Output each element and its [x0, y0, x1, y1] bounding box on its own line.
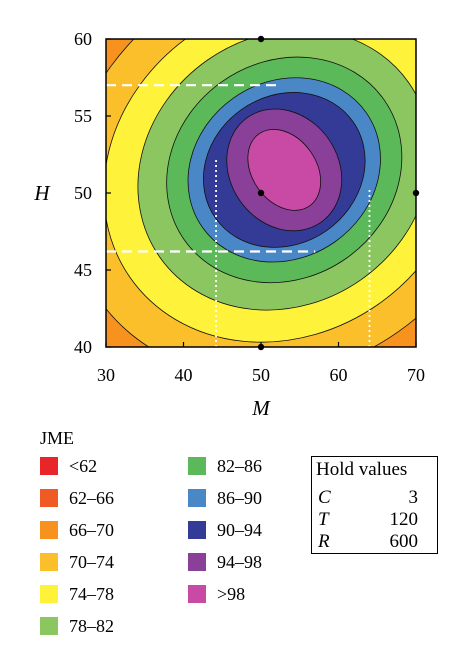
legend-item: 90–94: [188, 518, 262, 542]
legend-label: 74–78: [69, 583, 114, 604]
y-axis: 40 45 50 55 60: [74, 29, 111, 357]
hold-values-title: Hold values: [316, 459, 408, 480]
y-tick-label: 50: [74, 183, 92, 203]
hold-name: T: [318, 509, 329, 530]
x-tick-label: 40: [175, 365, 193, 385]
hold-values-box: Hold values C 3 T 120 R 600: [311, 456, 438, 554]
legend-item: 74–78: [40, 582, 114, 606]
legend-item: <62: [40, 454, 97, 478]
legend-label: <62: [69, 455, 98, 476]
legend-label: 78–82: [69, 615, 114, 636]
legend-swatch: [188, 457, 206, 475]
x-tick-label: 60: [330, 365, 348, 385]
y-tick-label: 45: [74, 260, 92, 280]
x-tick-label: 50: [252, 365, 270, 385]
hold-name: C: [318, 487, 331, 508]
x-tick-label: 30: [97, 365, 115, 385]
hold-row-t: T 120: [318, 509, 436, 531]
legend-label: 70–74: [69, 551, 114, 572]
hold-row-c: C 3: [318, 487, 436, 509]
legend-swatch: [40, 521, 58, 539]
y-tick-label: 60: [74, 29, 92, 49]
legend-swatch: [188, 489, 206, 507]
legend-label: 66–70: [69, 519, 114, 540]
legend-swatch: [188, 553, 206, 571]
hold-value: 120: [389, 509, 419, 530]
y-tick-label: 55: [74, 106, 92, 126]
legend-item: >98: [188, 582, 245, 606]
y-tick-label: 40: [74, 337, 92, 357]
design-point: [257, 189, 265, 197]
contour-bands: [106, 39, 416, 347]
legend-swatch: [188, 585, 206, 603]
legend-item: 70–74: [40, 550, 114, 574]
legend-item: 66–70: [40, 518, 114, 542]
reference-lines: [106, 84, 371, 347]
legend-swatch: [40, 489, 58, 507]
legend-swatch: [40, 553, 58, 571]
legend-label: 62–66: [69, 487, 114, 508]
legend-item: 94–98: [188, 550, 262, 574]
jme-legend: JME <62 62–66 66–70 70–74 74–78 78–82 82–86 86–…: [40, 428, 460, 648]
x-axis: 30 40 50 60 70: [97, 342, 425, 385]
legend-swatch: [188, 521, 206, 539]
legend-swatch: [40, 585, 58, 603]
legend-item: 82–86: [188, 454, 262, 478]
legend-label: 94–98: [217, 551, 262, 572]
contour-band: [247, 129, 322, 211]
legend-title: JME: [40, 428, 75, 448]
legend-item: 62–66: [40, 486, 114, 510]
legend-label: >98: [217, 583, 246, 604]
legend-swatch: [40, 457, 58, 475]
legend-swatch: [40, 617, 58, 635]
legend-label: 86–90: [217, 487, 262, 508]
legend-item: 86–90: [188, 486, 262, 510]
legend-label: 90–94: [217, 519, 262, 540]
hold-value: 600: [389, 531, 419, 552]
hold-row-r: R 600: [318, 531, 436, 553]
hold-value: 3: [408, 487, 419, 508]
x-axis-label: M: [251, 396, 271, 420]
legend-item: 78–82: [40, 614, 114, 638]
legend-label: 82–86: [217, 455, 262, 476]
x-tick-label: 70: [407, 365, 425, 385]
y-axis-label: H: [33, 181, 51, 205]
hold-name: R: [318, 531, 330, 552]
